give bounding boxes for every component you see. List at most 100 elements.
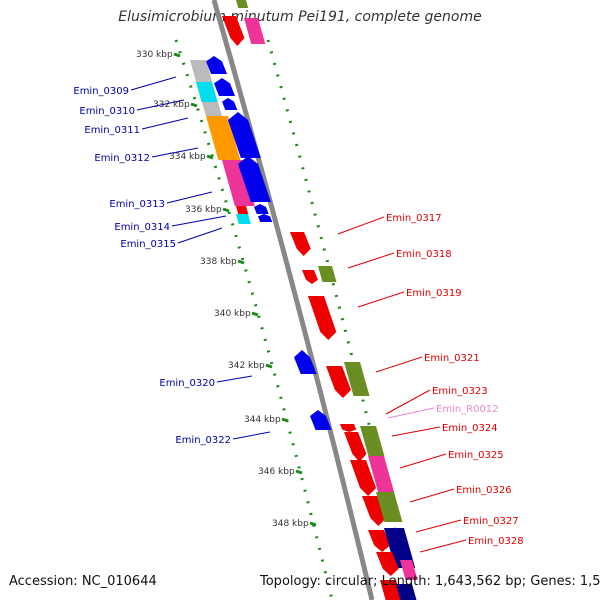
kbp-tick-mark bbox=[265, 363, 273, 369]
gene-block bbox=[384, 528, 416, 568]
gene-block bbox=[196, 82, 218, 102]
kbp-tick-label: 348 kbp bbox=[272, 519, 309, 529]
gene-block bbox=[222, 16, 245, 46]
label-leader-line bbox=[419, 539, 467, 553]
kbp-tick-label: 346 kbp bbox=[258, 467, 295, 477]
gene-features bbox=[190, 0, 418, 600]
gene-block bbox=[254, 204, 269, 214]
gene-block bbox=[376, 552, 399, 576]
gene-block bbox=[376, 492, 403, 522]
gene-block bbox=[368, 456, 395, 492]
outer-ring-guide bbox=[174, 39, 334, 600]
kbp-tick-label: 330 kbp bbox=[136, 50, 173, 60]
accession-text: Accession: NC_010644 bbox=[9, 574, 157, 589]
kbp-tick-mark bbox=[281, 417, 289, 423]
gene-block bbox=[206, 116, 241, 160]
genome-backbone bbox=[211, 0, 375, 600]
gene-label-reverse[interactable]: Emin_0314 bbox=[114, 222, 170, 233]
label-leader-line bbox=[166, 191, 213, 204]
kbp-tick-mark bbox=[251, 311, 259, 317]
gene-block bbox=[344, 432, 367, 462]
kbp-tick-mark bbox=[237, 259, 245, 265]
kbp-tick-label: 332 kbp bbox=[153, 100, 190, 110]
kbp-tick-label: 338 kbp bbox=[200, 257, 237, 267]
gene-block bbox=[206, 56, 228, 74]
kbp-tick-mark bbox=[295, 469, 303, 475]
gene-block bbox=[368, 530, 391, 552]
gene-block bbox=[340, 424, 357, 432]
label-leaders bbox=[130, 76, 467, 553]
kbp-tick-mark bbox=[190, 102, 198, 108]
gene-label-reverse[interactable]: Emin_0311 bbox=[84, 125, 140, 136]
map-title: Elusimicrobium minutum Pei191, complete … bbox=[118, 9, 482, 25]
gene-block bbox=[360, 426, 385, 456]
kbp-tick-label: 334 kbp bbox=[169, 152, 206, 162]
gene-block bbox=[380, 580, 402, 600]
gene-block bbox=[400, 560, 418, 580]
label-leader-line bbox=[141, 117, 189, 130]
gene-label-forward[interactable]: Emin_0328 bbox=[468, 536, 524, 547]
gene-label-reverse[interactable]: Emin_0313 bbox=[109, 199, 165, 210]
label-leader-line bbox=[177, 227, 223, 244]
gene-label-forward[interactable]: Emin_0324 bbox=[442, 423, 498, 434]
gene-label-reverse[interactable]: Emin_0312 bbox=[94, 153, 150, 164]
label-leader-line bbox=[232, 431, 271, 440]
kbp-tick-mark bbox=[222, 207, 230, 213]
kbp-tick-mark bbox=[206, 154, 214, 160]
kbp-tick-label: 336 kbp bbox=[185, 205, 222, 215]
label-leader-line bbox=[151, 147, 199, 158]
gene-label-forward[interactable]: Emin_0323 bbox=[432, 386, 488, 397]
gene-block bbox=[236, 206, 249, 214]
gene-label-forward[interactable]: Emin_0326 bbox=[456, 485, 512, 496]
gene-block bbox=[302, 270, 318, 284]
gene-label-reverse[interactable]: Emin_0322 bbox=[175, 435, 231, 446]
gene-label-forward[interactable]: Emin_0321 bbox=[424, 353, 480, 364]
gene-label-forward[interactable]: Emin_0317 bbox=[386, 213, 442, 224]
gene-label-forward[interactable]: Emin_0318 bbox=[396, 249, 452, 260]
topology-text: Topology: circular; Length: 1,643,562 bp… bbox=[260, 574, 600, 589]
kbp-tick-mark bbox=[173, 52, 181, 58]
gene-block bbox=[290, 232, 311, 256]
gene-block bbox=[326, 366, 351, 398]
kbp-tick-mark bbox=[309, 521, 317, 527]
label-leader-line bbox=[391, 426, 441, 437]
gene-block bbox=[344, 362, 370, 396]
gene-block bbox=[396, 584, 417, 600]
label-leader-line bbox=[216, 375, 253, 383]
gene-label-forward[interactable]: Emin_0327 bbox=[463, 516, 519, 527]
label-leader-line bbox=[337, 216, 385, 235]
gene-label-reverse[interactable]: Emin_0315 bbox=[120, 239, 176, 250]
gene-label-forward[interactable]: Emin_0319 bbox=[406, 288, 462, 299]
gene-label-reverse[interactable]: Emin_0320 bbox=[159, 378, 215, 389]
gene-block bbox=[294, 350, 317, 374]
gene-block bbox=[222, 160, 255, 206]
gene-block bbox=[190, 60, 213, 82]
label-leader-line bbox=[385, 389, 431, 415]
kbp-tick-label: 344 kbp bbox=[244, 415, 281, 425]
label-leader-line bbox=[130, 76, 177, 91]
gene-block bbox=[236, 0, 249, 8]
gene-block bbox=[238, 156, 271, 202]
label-leader-line bbox=[415, 519, 462, 533]
label-leader-line bbox=[171, 215, 227, 227]
gene-block bbox=[222, 98, 238, 110]
gene-block bbox=[318, 266, 337, 282]
kbp-tick-label: 340 kbp bbox=[214, 309, 251, 319]
label-leader-line bbox=[357, 291, 405, 308]
gene-label-reverse[interactable]: Emin_0309 bbox=[73, 86, 129, 97]
gene-block bbox=[236, 214, 251, 224]
gene-block bbox=[350, 460, 377, 496]
gene-block bbox=[308, 296, 337, 340]
label-leader-line bbox=[409, 488, 455, 503]
gene-block bbox=[202, 102, 222, 116]
kbp-tick-label: 342 kbp bbox=[228, 361, 265, 371]
gene-label-forward[interactable]: Emin_0325 bbox=[448, 450, 504, 461]
kbp-tick-group: 330 kbp 332 kbp 334 kbp 336 kbp 338 kbp 340 k… bbox=[136, 50, 317, 529]
gene-block bbox=[258, 214, 273, 222]
gene-label-forward[interactable]: Emin_R0012 bbox=[436, 404, 499, 415]
gene-label-reverse[interactable]: Emin_0310 bbox=[79, 106, 135, 117]
gene-block bbox=[310, 410, 332, 430]
label-leader-line bbox=[387, 407, 435, 419]
